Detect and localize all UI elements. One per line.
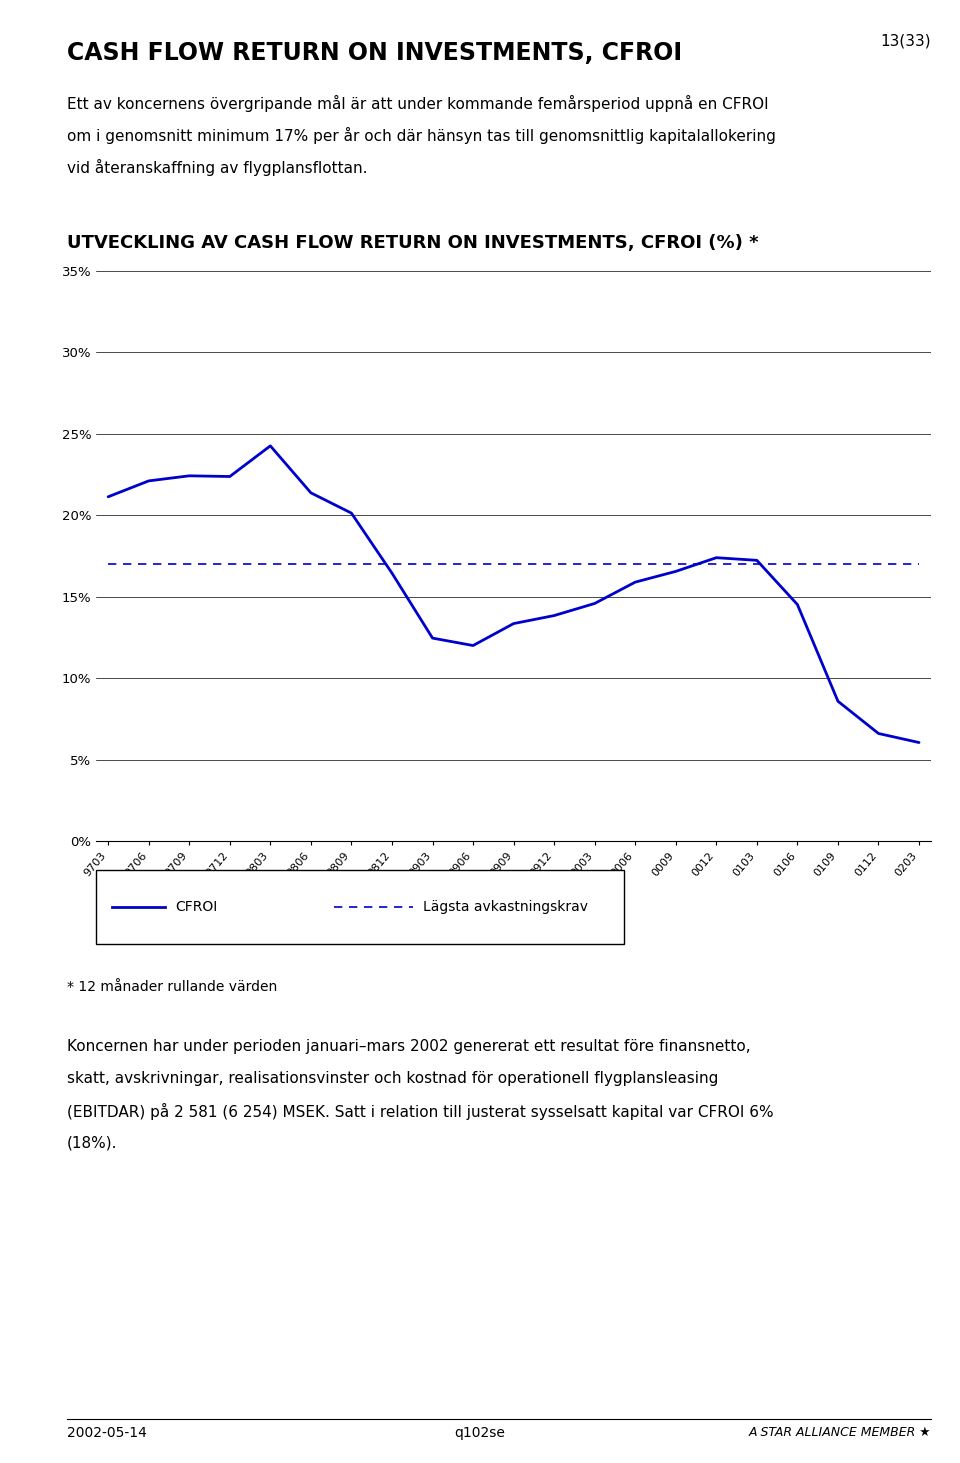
Text: om i genomsnitt minimum 17% per år och där hänsyn tas till genomsnittlig kapital: om i genomsnitt minimum 17% per år och d… — [67, 127, 776, 145]
Text: (18%).: (18%). — [67, 1135, 118, 1150]
Text: UTVECKLING AV CASH FLOW RETURN ON INVESTMENTS, CFROI (%) *: UTVECKLING AV CASH FLOW RETURN ON INVEST… — [67, 234, 758, 252]
Text: A STAR ALLIANCE MEMBER ★: A STAR ALLIANCE MEMBER ★ — [749, 1426, 931, 1440]
Text: 13(33): 13(33) — [880, 34, 931, 48]
Text: 2002-05-14: 2002-05-14 — [67, 1426, 147, 1441]
Text: Ett av koncernens övergripande mål är att under kommande femårsperiod uppnå en C: Ett av koncernens övergripande mål är at… — [67, 95, 769, 113]
Text: CFROI: CFROI — [175, 900, 218, 914]
Text: Lägsta avkastningskrav: Lägsta avkastningskrav — [423, 900, 588, 914]
Text: q102se: q102se — [455, 1426, 505, 1441]
Text: skatt, avskrivningar, realisationsvinster och kostnad för operationell flygplans: skatt, avskrivningar, realisationsvinste… — [67, 1071, 719, 1086]
Text: CASH FLOW RETURN ON INVESTMENTS, CFROI: CASH FLOW RETURN ON INVESTMENTS, CFROI — [67, 41, 683, 64]
Text: Koncernen har under perioden januari–mars 2002 genererat ett resultat före finan: Koncernen har under perioden januari–mar… — [67, 1039, 751, 1053]
Text: * 12 månader rullande värden: * 12 månader rullande värden — [67, 980, 277, 995]
Text: (EBITDAR) på 2 581 (6 254) MSEK. Satt i relation till justerat sysselsatt kapita: (EBITDAR) på 2 581 (6 254) MSEK. Satt i … — [67, 1103, 774, 1121]
Text: vid återanskaffning av flygplansflottan.: vid återanskaffning av flygplansflottan. — [67, 159, 368, 177]
